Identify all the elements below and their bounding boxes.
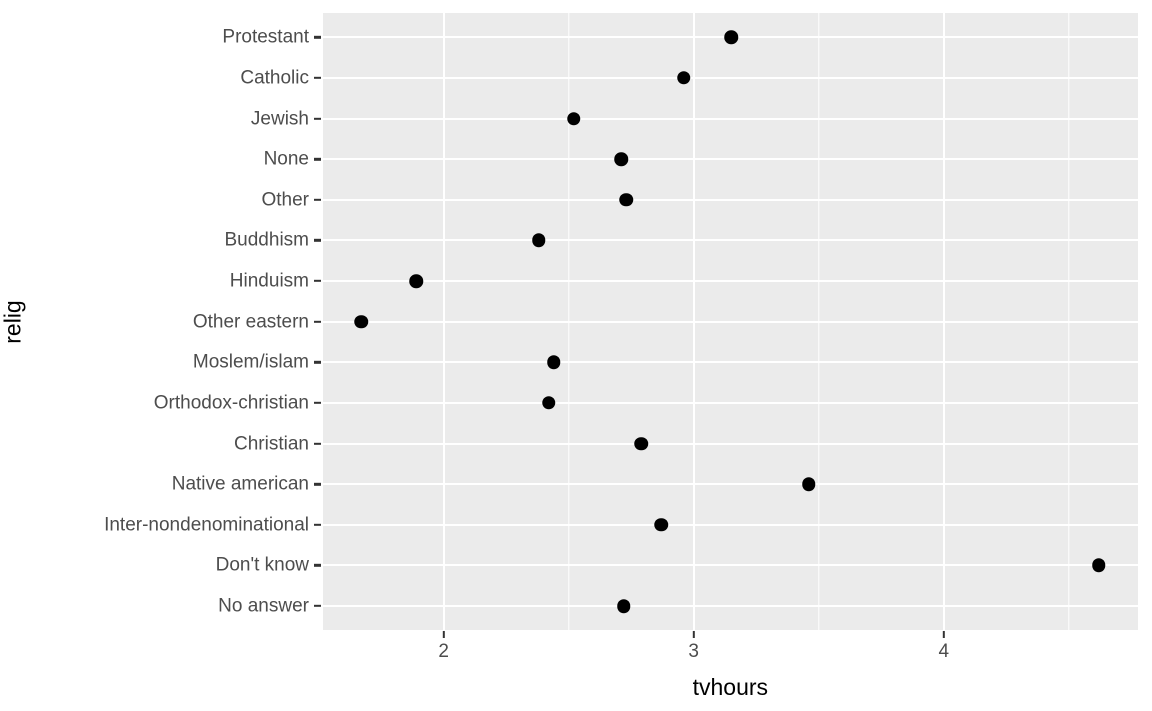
y-tick-mark bbox=[314, 117, 321, 120]
data-point bbox=[614, 152, 628, 166]
gridline-x-major bbox=[692, 13, 695, 631]
gridline-y-major bbox=[322, 198, 1138, 201]
data-point bbox=[566, 111, 581, 126]
gridline-x-minor bbox=[818, 13, 820, 631]
y-tick-mark bbox=[314, 239, 321, 242]
data-point bbox=[409, 274, 423, 288]
plot-panel bbox=[322, 13, 1138, 631]
data-point bbox=[531, 233, 546, 248]
y-tick-mark bbox=[314, 604, 321, 608]
y-tick-mark bbox=[314, 158, 321, 161]
data-point bbox=[654, 518, 668, 532]
y-tick-label: Moslem/islam bbox=[192, 351, 309, 373]
y-tick-label: None bbox=[263, 148, 309, 170]
data-point bbox=[801, 477, 816, 491]
gridline-y-major bbox=[322, 483, 1138, 486]
gridline-y-major bbox=[322, 158, 1138, 161]
y-tick-mark bbox=[314, 279, 321, 283]
gridline-y-major bbox=[322, 523, 1138, 526]
gridline-x-major bbox=[942, 13, 945, 631]
y-tick-mark bbox=[314, 523, 321, 526]
gridline-y-major bbox=[322, 320, 1138, 323]
y-tick-label: Catholic bbox=[240, 67, 309, 89]
x-tick-mark bbox=[942, 631, 945, 638]
data-point bbox=[546, 355, 561, 370]
data-point bbox=[354, 314, 368, 329]
gridline-y-major bbox=[322, 564, 1138, 567]
y-tick-label: Buddhism bbox=[224, 229, 310, 251]
gridline-y-major bbox=[322, 76, 1138, 79]
gridline-x-minor bbox=[1068, 13, 1070, 631]
gridline-x-minor bbox=[567, 13, 570, 631]
y-tick-mark bbox=[314, 76, 321, 80]
y-tick-mark bbox=[314, 442, 321, 445]
data-point bbox=[1091, 558, 1106, 573]
gridline-y-major bbox=[322, 280, 1138, 283]
y-tick-mark bbox=[314, 320, 321, 323]
y-tick-label: Orthodox-christian bbox=[153, 392, 309, 414]
y-tick-label: Protestant bbox=[222, 26, 309, 48]
y-tick-mark bbox=[314, 36, 321, 39]
y-tick-label: Other eastern bbox=[192, 311, 309, 333]
x-tick-label: 3 bbox=[688, 641, 700, 662]
x-tick-mark bbox=[442, 631, 445, 638]
y-tick-mark bbox=[314, 361, 321, 364]
data-point bbox=[724, 30, 738, 45]
y-tick-label: Don't know bbox=[215, 554, 309, 576]
x-axis-title: tvhours bbox=[692, 674, 769, 700]
data-point bbox=[616, 599, 631, 613]
y-tick-label: Inter-nondenominational bbox=[104, 514, 309, 536]
y-tick-mark bbox=[314, 564, 321, 567]
gridline-y-major bbox=[322, 401, 1138, 404]
gridline-y-major bbox=[322, 239, 1138, 242]
y-tick-label: Native american bbox=[171, 473, 309, 495]
y-tick-label: No answer bbox=[218, 595, 309, 617]
data-point bbox=[676, 71, 691, 85]
y-tick-label: Jewish bbox=[250, 108, 309, 130]
data-point bbox=[541, 396, 556, 410]
y-tick-mark bbox=[314, 482, 321, 486]
data-point bbox=[619, 193, 633, 207]
y-tick-mark bbox=[314, 198, 321, 202]
y-tick-label: Hinduism bbox=[229, 270, 309, 292]
gridline-y-major bbox=[322, 605, 1138, 608]
gridline-y-major bbox=[322, 117, 1138, 120]
y-tick-mark bbox=[314, 401, 321, 405]
x-tick-label: 2 bbox=[438, 641, 449, 662]
y-tick-label: Christian bbox=[234, 433, 309, 455]
y-tick-label: Other bbox=[261, 189, 309, 211]
gridline-y-major bbox=[322, 442, 1138, 445]
gridline-y-major bbox=[322, 361, 1138, 364]
gridline-x-major bbox=[442, 13, 445, 631]
x-tick-label: 4 bbox=[938, 641, 950, 662]
data-point bbox=[634, 436, 648, 451]
x-tick-mark bbox=[692, 631, 695, 638]
